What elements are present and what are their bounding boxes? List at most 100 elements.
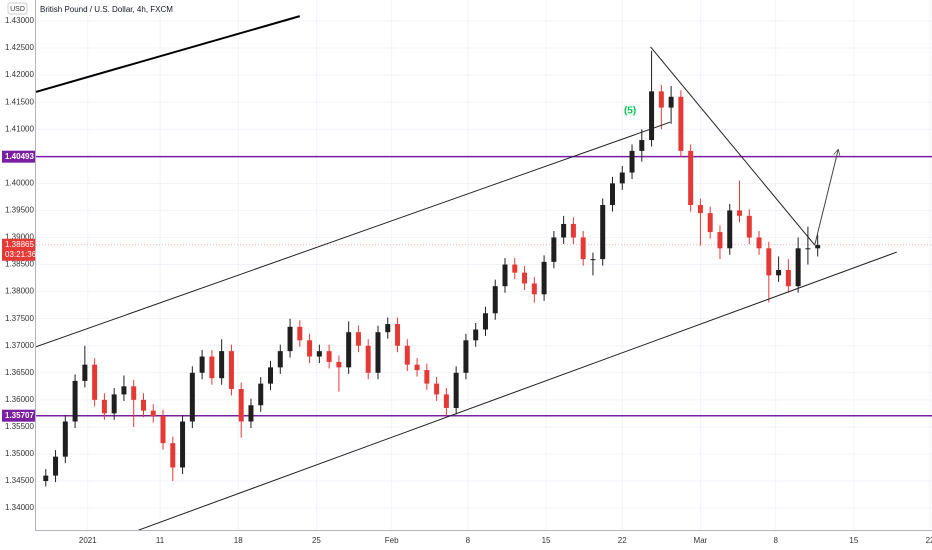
- candle-body: [609, 183, 615, 206]
- trendline: [814, 150, 838, 246]
- candle-body: [776, 269, 782, 276]
- x-tick-label: Feb: [385, 536, 399, 545]
- level-tag-label: 1.40493: [5, 152, 34, 161]
- x-tick-label: 11: [156, 536, 165, 545]
- candle-body: [590, 259, 596, 261]
- candle-body: [160, 416, 166, 444]
- candle-body: [551, 237, 557, 262]
- candle-body: [707, 213, 713, 233]
- candle-body: [258, 383, 264, 406]
- candle-body: [463, 340, 469, 373]
- trendline: [137, 251, 897, 530]
- y-tick-label: 1.43000: [5, 16, 34, 25]
- candle-body: [629, 150, 635, 173]
- y-tick-label: 1.40000: [5, 178, 34, 187]
- candle-body: [228, 351, 234, 390]
- currency-label: USD: [10, 6, 25, 13]
- x-tick-label: 2021: [79, 536, 97, 545]
- candle-body: [658, 91, 664, 108]
- candle-body: [600, 205, 606, 260]
- candle-body: [209, 356, 215, 379]
- y-tick-label: 1.34000: [5, 503, 34, 512]
- candle-body: [443, 394, 449, 408]
- wave-annotation: (5): [624, 105, 636, 116]
- candle-body: [482, 313, 488, 330]
- candle-body: [72, 380, 78, 422]
- candle-body: [522, 272, 528, 284]
- candle-body: [570, 223, 576, 238]
- candle-body: [649, 91, 655, 141]
- candle-body: [795, 248, 801, 287]
- candle-body: [746, 215, 752, 238]
- last-price-tag: [2, 238, 35, 261]
- candle-body: [453, 372, 459, 408]
- candle-body: [697, 205, 703, 214]
- candle-body: [189, 372, 195, 422]
- level-tag-label: 1.35707: [5, 411, 34, 420]
- candle-body: [238, 389, 244, 422]
- plot-area: (5): [36, 15, 932, 530]
- candle-body: [639, 140, 645, 151]
- candle-body: [473, 329, 479, 341]
- candle-body: [92, 364, 98, 400]
- candle-body: [307, 340, 313, 357]
- trendline: [36, 15, 301, 93]
- y-tick-label: 1.34500: [5, 476, 34, 485]
- x-tick-label: 18: [234, 536, 243, 545]
- last-price-label: 1.38865: [5, 240, 34, 249]
- candle-body: [355, 332, 361, 346]
- countdown-label: 03:21:36: [5, 250, 37, 259]
- candle-body: [336, 361, 342, 368]
- candle-body: [512, 264, 518, 273]
- candle-body: [541, 261, 547, 295]
- candle-body: [580, 237, 586, 260]
- y-tick-label: 1.35000: [5, 449, 34, 458]
- candle-body: [404, 345, 410, 365]
- candle-body: [53, 456, 59, 476]
- candle-body: [111, 394, 117, 414]
- candle-body: [502, 264, 508, 287]
- x-tick-label: 15: [542, 536, 551, 545]
- y-tick-label: 1.41500: [5, 97, 34, 106]
- y-tick-label: 1.42500: [5, 43, 34, 52]
- x-tick-label: 8: [773, 536, 778, 545]
- candle-body: [766, 248, 772, 276]
- level-tag: [2, 409, 35, 422]
- candle-body: [268, 367, 274, 384]
- candle-body: [785, 269, 791, 287]
- candle-body: [815, 245, 821, 249]
- y-tick-label: 1.36000: [5, 395, 34, 404]
- candle-body: [668, 96, 674, 108]
- x-tick-label: Mar: [694, 536, 708, 545]
- y-tick-label: 1.37500: [5, 314, 34, 323]
- price-axis-panel: [0, 0, 35, 550]
- axes: 1.34000 1.34500 1.35000 1.35500 1.36000 1.365…: [2, 16, 932, 545]
- currency-box: [7, 2, 28, 15]
- y-tick-label: 1.38500: [5, 260, 34, 269]
- candle-body: [414, 364, 420, 371]
- candle-body: [287, 326, 293, 352]
- candle-body: [131, 386, 137, 400]
- candle-body: [121, 386, 127, 395]
- candle-body: [62, 421, 68, 457]
- y-tick-label: 1.39000: [5, 233, 34, 242]
- y-tick-label: 1.39500: [5, 206, 34, 215]
- candle-body: [492, 286, 498, 314]
- level-tag: [2, 150, 35, 163]
- candle-body: [180, 421, 186, 468]
- candle-body: [395, 324, 401, 346]
- x-tick-label: 15: [849, 536, 858, 545]
- candle-body: [805, 248, 811, 250]
- candle-body: [727, 210, 733, 249]
- y-tick-label: 1.37000: [5, 341, 34, 350]
- candle-body: [140, 399, 146, 411]
- candle-body: [277, 351, 283, 368]
- candle-body: [756, 237, 762, 249]
- x-tick-label: 8: [466, 536, 471, 545]
- y-tick-label: 1.35500: [5, 422, 34, 431]
- x-tick-label: 22: [926, 536, 932, 545]
- candle-body: [678, 96, 684, 151]
- candle-body: [385, 324, 391, 333]
- candle-body: [199, 356, 205, 373]
- candle-body: [346, 332, 352, 368]
